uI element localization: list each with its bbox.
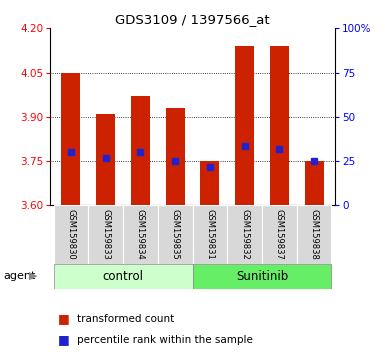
Bar	[54, 205, 88, 264]
Bar	[270, 46, 289, 205]
Text: GSM159838: GSM159838	[310, 209, 319, 260]
Bar	[235, 46, 254, 205]
Bar	[88, 205, 123, 264]
Bar	[192, 264, 331, 289]
Bar	[192, 205, 227, 264]
Bar	[297, 205, 331, 264]
Bar	[227, 205, 262, 264]
Text: control: control	[102, 270, 144, 282]
Bar	[166, 108, 185, 205]
Text: GSM159835: GSM159835	[171, 209, 180, 260]
Text: Sunitinib: Sunitinib	[236, 270, 288, 282]
Text: ▶: ▶	[28, 271, 37, 281]
Bar	[61, 73, 80, 205]
Text: ■: ■	[58, 312, 70, 325]
Text: agent: agent	[4, 271, 36, 281]
Bar	[54, 264, 192, 289]
Bar	[200, 161, 219, 205]
Bar	[131, 96, 150, 205]
Bar	[123, 205, 158, 264]
Text: GSM159837: GSM159837	[275, 209, 284, 260]
Text: GSM159833: GSM159833	[101, 209, 110, 260]
Text: GSM159834: GSM159834	[136, 209, 145, 260]
Text: transformed count: transformed count	[77, 314, 174, 324]
Text: GSM159830: GSM159830	[66, 209, 75, 260]
Title: GDS3109 / 1397566_at: GDS3109 / 1397566_at	[115, 13, 270, 26]
Text: percentile rank within the sample: percentile rank within the sample	[77, 335, 253, 345]
Bar	[96, 114, 115, 205]
Bar	[158, 205, 192, 264]
Text: GSM159832: GSM159832	[240, 209, 249, 260]
Bar	[262, 205, 297, 264]
Text: GSM159831: GSM159831	[205, 209, 214, 260]
Bar	[305, 161, 324, 205]
Text: ■: ■	[58, 333, 70, 346]
